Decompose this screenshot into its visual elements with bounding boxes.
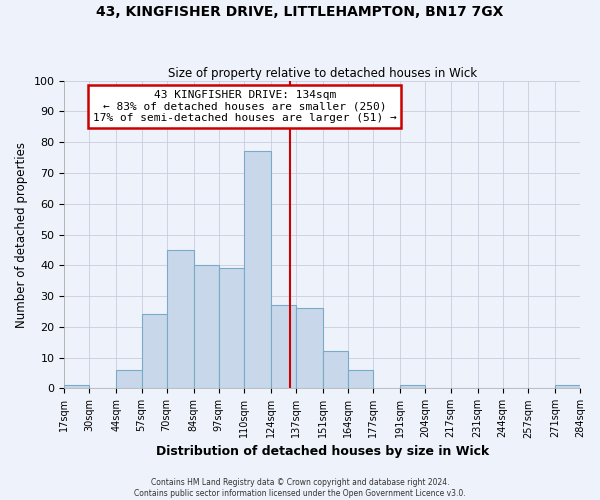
Bar — [194, 266, 219, 388]
Bar — [64, 386, 89, 388]
Text: Contains HM Land Registry data © Crown copyright and database right 2024.
Contai: Contains HM Land Registry data © Crown c… — [134, 478, 466, 498]
Bar — [348, 370, 373, 388]
Text: 43, KINGFISHER DRIVE, LITTLEHAMPTON, BN17 7GX: 43, KINGFISHER DRIVE, LITTLEHAMPTON, BN1… — [97, 5, 503, 19]
X-axis label: Distribution of detached houses by size in Wick: Distribution of detached houses by size … — [155, 444, 489, 458]
Bar — [555, 386, 580, 388]
Bar — [323, 352, 348, 389]
Bar — [116, 370, 142, 388]
Title: Size of property relative to detached houses in Wick: Size of property relative to detached ho… — [167, 66, 477, 80]
Bar — [400, 386, 425, 388]
Bar — [219, 268, 244, 388]
Bar — [296, 308, 323, 388]
Bar — [142, 314, 167, 388]
Bar — [167, 250, 194, 388]
Bar — [271, 306, 296, 388]
Y-axis label: Number of detached properties: Number of detached properties — [15, 142, 28, 328]
Text: 43 KINGFISHER DRIVE: 134sqm
← 83% of detached houses are smaller (250)
17% of se: 43 KINGFISHER DRIVE: 134sqm ← 83% of det… — [93, 90, 397, 123]
Bar — [244, 152, 271, 388]
